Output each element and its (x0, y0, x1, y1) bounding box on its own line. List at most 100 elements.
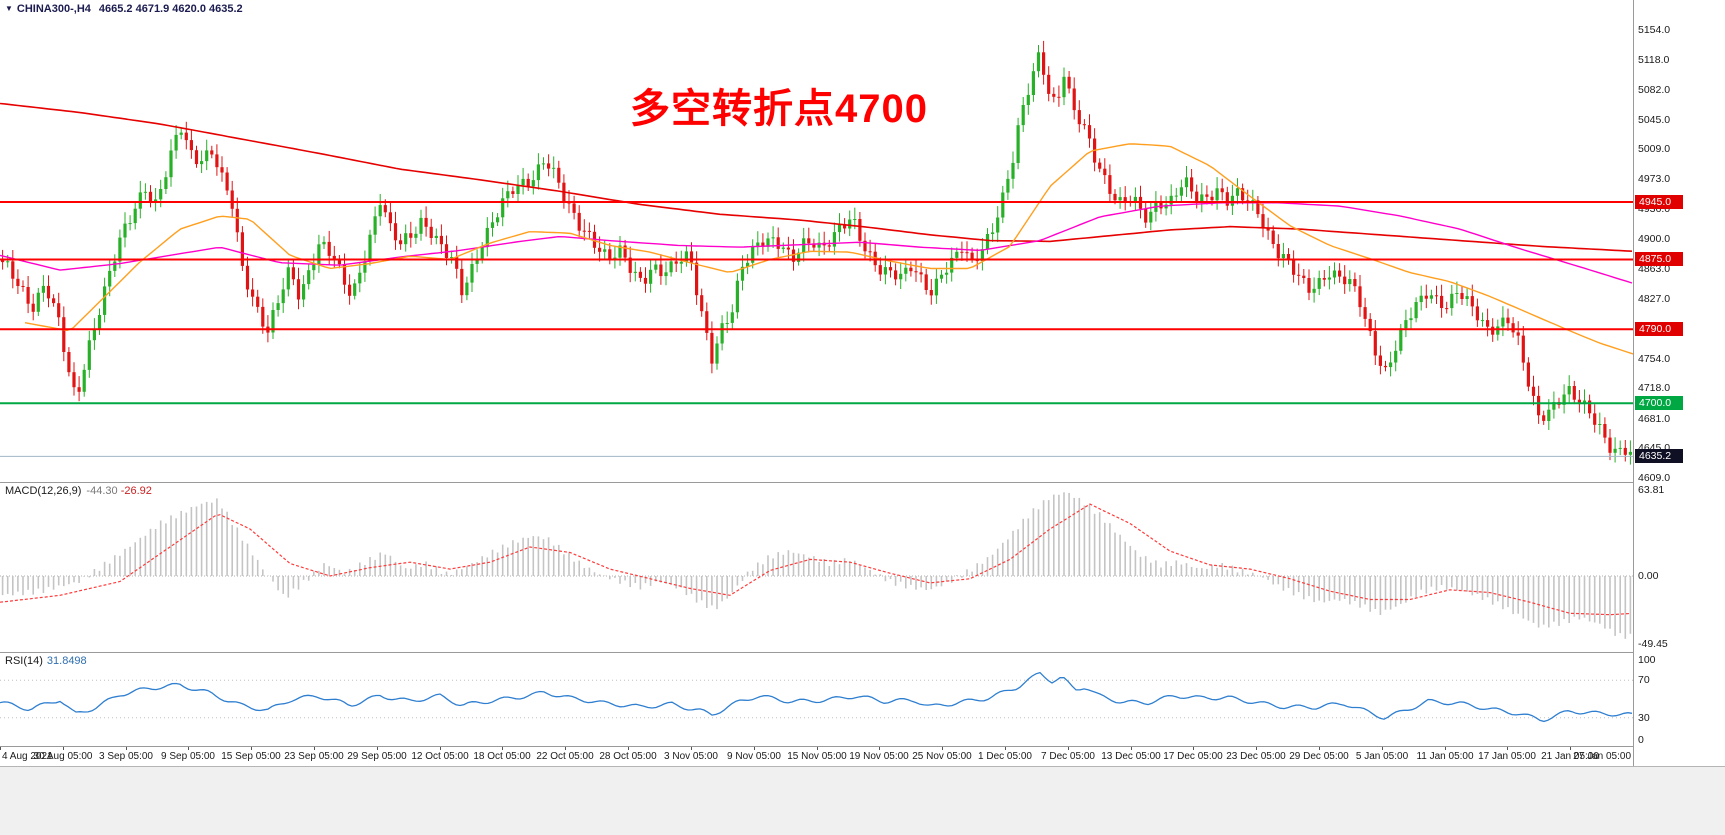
time-axis-label: 22 Oct 05:00 (536, 751, 594, 762)
chart-symbol-header: ▼ CHINA300-,H4 4665.2 4671.9 4620.0 4635.2 (5, 3, 243, 15)
time-tick-mark (188, 747, 189, 750)
time-axis-label: 23 Sep 05:00 (284, 751, 344, 762)
time-tick-mark (1068, 747, 1069, 750)
candles (1, 40, 1632, 465)
price-tick-label: 5082.0 (1638, 84, 1671, 96)
time-axis-label: 9 Nov 05:00 (727, 751, 781, 762)
time-axis[interactable]: 4 Aug 2021 30 Aug 05:00 3 Sep 05:00 9 Sep 0… (0, 747, 1634, 766)
price-tick-label: 4973.0 (1638, 173, 1671, 185)
macd-signal-line (0, 503, 1631, 616)
time-axis-label: 15 Nov 05:00 (787, 751, 847, 762)
symbol-triangle-icon: ▼ (5, 4, 13, 13)
time-tick-mark (1005, 747, 1006, 750)
time-tick-mark (126, 747, 127, 750)
time-tick-mark (251, 747, 252, 750)
time-tick-mark (817, 747, 818, 750)
rsi-panel-label: RSI(14) 31.8498 (5, 655, 87, 667)
time-axis-label: 17 Jan 05:00 (1478, 751, 1536, 762)
ma-slow-red[interactable] (0, 102, 1633, 252)
price-tick-label: 5154.0 (1638, 24, 1671, 36)
time-axis-label: 29 Dec 05:00 (1289, 751, 1349, 762)
price-tick-label: 5118.0 (1638, 54, 1670, 66)
price-tick-label: 4827.0 (1638, 293, 1671, 305)
price-level-tag: 4635.2 (1635, 449, 1683, 463)
macd-histogram (1, 492, 1632, 639)
time-axis-label: 13 Dec 05:00 (1101, 751, 1161, 762)
macd-scale-label: 0.00 (1638, 570, 1659, 582)
time-axis-label: 3 Nov 05:00 (664, 751, 718, 762)
time-axis-label: 21 Jan 05:00 (1541, 751, 1599, 762)
time-tick-mark (440, 747, 441, 750)
time-axis-label: 30 Aug 05:00 (33, 751, 93, 762)
time-axis-label: 7 Dec 05:00 (1041, 751, 1095, 762)
macd-plot[interactable] (0, 482, 1633, 652)
panel-separator-main-macd[interactable] (0, 482, 1725, 483)
macd-panel-label: MACD(12,26,9) -44.30 -26.92 (5, 485, 152, 497)
time-axis-label: 5 Jan 05:00 (1355, 751, 1409, 762)
price-tick-label: 4718.0 (1638, 382, 1671, 394)
time-axis-label: 15 Sep 05:00 (221, 751, 281, 762)
price-scale[interactable]: 5154.0 5118.0 5082.0 5045.0 5009.0 4973.0 4936… (1634, 0, 1725, 766)
time-axis-label: 19 Nov 05:00 (849, 751, 909, 762)
time-axis-label: 4 Aug 2021 (2, 751, 53, 762)
rsi-title: RSI(14) (5, 655, 43, 667)
time-axis-label: 1 Dec 05:00 (978, 751, 1032, 762)
time-axis-label: 9 Sep 05:00 (161, 751, 215, 762)
macd-value-signal: -26.92 (120, 485, 152, 497)
time-tick-mark (377, 747, 378, 750)
price-level-tag: 4875.0 (1635, 252, 1683, 266)
price-tick-label: 4609.0 (1638, 472, 1671, 484)
panel-separator-macd-rsi[interactable] (0, 652, 1725, 653)
time-tick-mark (1193, 747, 1194, 750)
ma-fast-orange[interactable] (24, 143, 1633, 355)
time-tick-mark (1319, 747, 1320, 750)
rsi-plot[interactable] (0, 652, 1633, 746)
time-axis-label: 17 Dec 05:00 (1163, 751, 1223, 762)
time-tick-mark (1131, 747, 1132, 750)
price-level-tag: 4945.0 (1635, 195, 1683, 209)
price-level-tag: 4790.0 (1635, 322, 1683, 336)
rsi-scale-label: 30 (1638, 712, 1650, 724)
price-tick-label: 4900.0 (1638, 233, 1671, 245)
time-axis-label: 28 Oct 05:00 (599, 751, 657, 762)
candlestick-plot[interactable] (0, 0, 1633, 482)
time-tick-mark (1570, 747, 1571, 750)
time-axis-label: 29 Sep 05:00 (347, 751, 407, 762)
time-tick-mark (628, 747, 629, 750)
symbol-label: CHINA300-,H4 (16, 3, 91, 15)
price-tick-label: 4754.0 (1638, 353, 1671, 365)
price-tick-label: 4681.0 (1638, 413, 1671, 425)
rsi-scale-label: 0 (1638, 734, 1644, 746)
price-level-tag: 4700.0 (1635, 396, 1683, 410)
time-tick-mark (314, 747, 315, 750)
time-tick-mark (1445, 747, 1446, 750)
time-tick-mark (63, 747, 64, 750)
time-axis-label: 25 Nov 05:00 (912, 751, 972, 762)
macd-scale-label: -49.45 (1638, 638, 1668, 650)
time-axis-label: 12 Oct 05:00 (411, 751, 469, 762)
time-tick-mark (502, 747, 503, 750)
time-axis-line (0, 746, 1725, 747)
time-tick-mark (942, 747, 943, 750)
time-tick-mark (691, 747, 692, 750)
macd-value-main: -44.30 (86, 485, 118, 497)
time-axis-label: 18 Oct 05:00 (473, 751, 531, 762)
ma-mid-magenta[interactable] (0, 202, 1633, 284)
time-tick-mark (565, 747, 566, 750)
window-bottom-strip (0, 766, 1725, 835)
time-axis-label: 27 Jan 05:00 (1573, 751, 1631, 762)
price-tick-label: 5045.0 (1638, 114, 1671, 126)
price-tick-label: 5009.0 (1638, 143, 1671, 155)
macd-scale-label: 63.81 (1638, 484, 1665, 496)
rsi-scale-label: 70 (1638, 674, 1650, 686)
time-tick-mark (0, 747, 1, 750)
annotation-text[interactable]: 多空转折点4700 (630, 87, 928, 131)
ohlc-values: 4665.2 4671.9 4620.0 4635.2 (98, 3, 243, 15)
rsi-scale-label: 100 (1638, 654, 1656, 666)
time-tick-mark (1256, 747, 1257, 750)
time-axis-label: 3 Sep 05:00 (99, 751, 153, 762)
rsi-value: 31.8498 (46, 655, 87, 667)
time-tick-mark (879, 747, 880, 750)
macd-title: MACD(12,26,9) (5, 485, 82, 497)
